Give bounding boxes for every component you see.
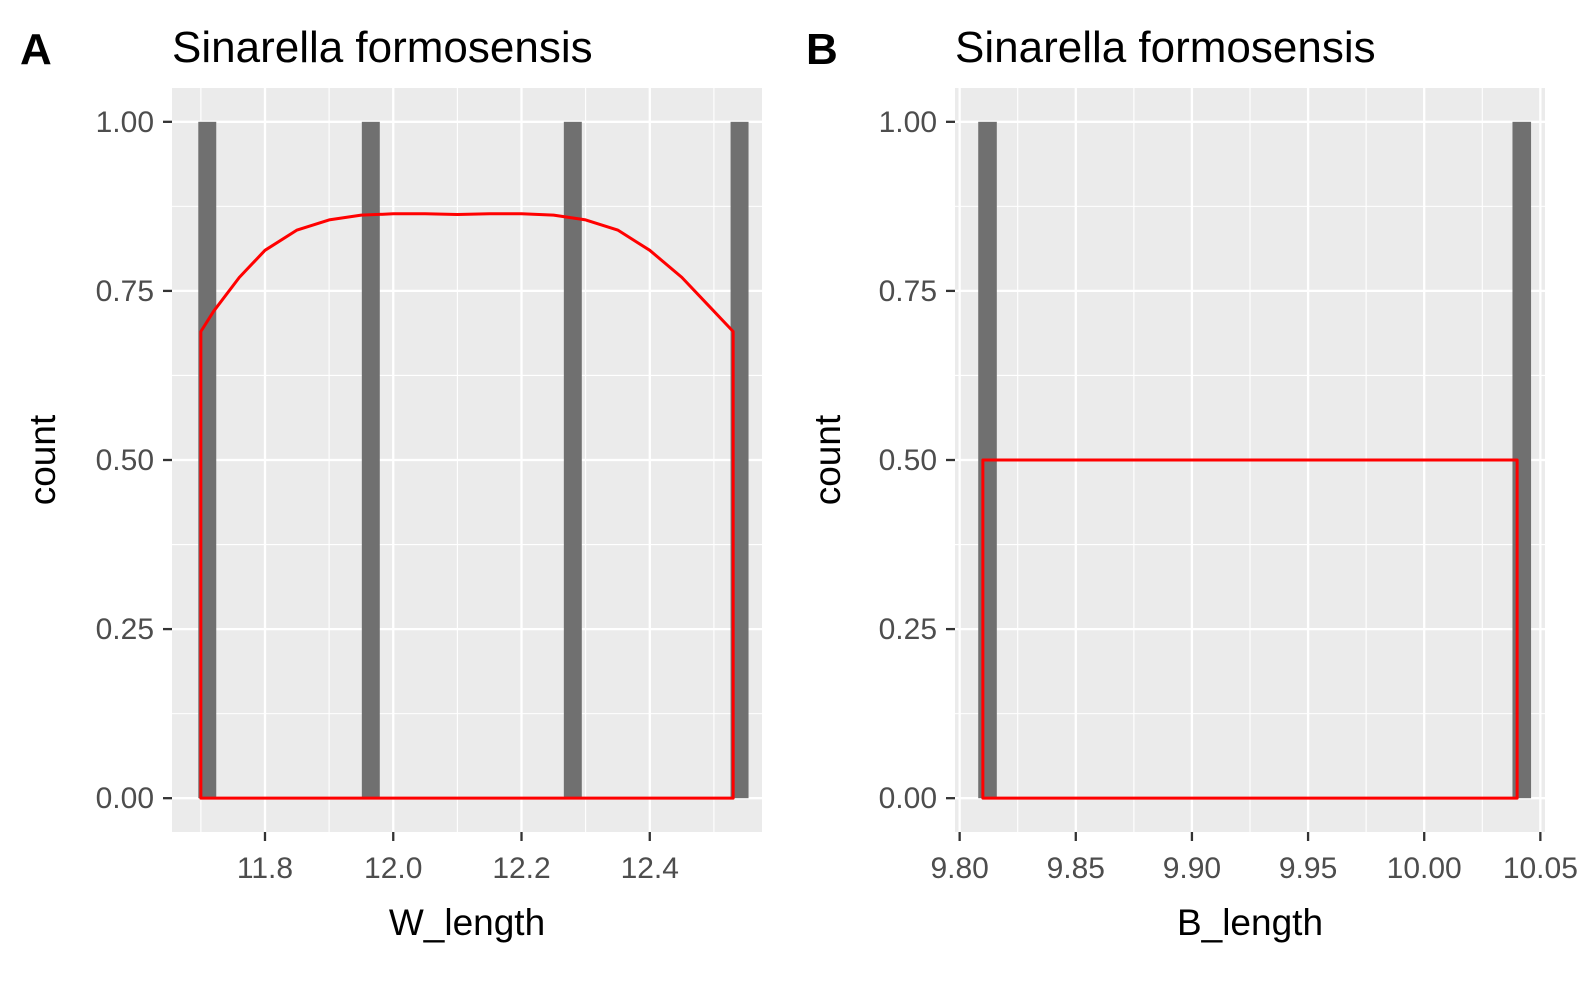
y-tick-label: 0.50 bbox=[96, 444, 154, 477]
histogram-bar bbox=[730, 121, 749, 799]
x-tick-label: 9.85 bbox=[1047, 852, 1105, 885]
y-tick-label: 0.00 bbox=[879, 782, 937, 815]
x-tick-label: 11.8 bbox=[237, 852, 293, 885]
density-line bbox=[981, 458, 1519, 800]
x-tick-label: 10.05 bbox=[1503, 852, 1578, 885]
x-tick-label: 12.2 bbox=[492, 852, 550, 885]
x-tick-label: 10.00 bbox=[1387, 852, 1462, 885]
x-axis-label: W_length bbox=[389, 902, 545, 943]
y-tick-label: 0.75 bbox=[96, 275, 154, 308]
histogram-bar bbox=[198, 121, 217, 799]
x-tick-label: 12.0 bbox=[364, 852, 422, 885]
chart-title: Sinarella formosensis bbox=[172, 23, 593, 72]
y-tick-label: 1.00 bbox=[96, 106, 154, 139]
panel-tag: A bbox=[20, 25, 52, 74]
y-tick-label: 0.50 bbox=[879, 444, 937, 477]
density-line bbox=[199, 212, 735, 800]
x-tick-label: 9.90 bbox=[1163, 852, 1221, 885]
x-tick-label: 12.4 bbox=[621, 852, 679, 885]
panel-b: 0.00 0.25 0.50 0.75 1.00 9.80 9.85 9.90 9.95 10.0… bbox=[806, 23, 1578, 943]
y-tick-label: 0.00 bbox=[96, 782, 154, 815]
y-tick-label: 0.25 bbox=[96, 613, 154, 646]
panel-tag: B bbox=[806, 25, 838, 74]
y-tick-label: 1.00 bbox=[879, 106, 937, 139]
y-axis-label: count bbox=[807, 414, 848, 505]
y-axis-label: count bbox=[22, 414, 63, 505]
x-tick-label: 9.80 bbox=[930, 852, 988, 885]
panel-a: 0.00 0.25 0.50 0.75 1.00 11.8 12.0 12.2 12.4 W_le… bbox=[20, 23, 762, 943]
chart-title: Sinarella formosensis bbox=[955, 23, 1376, 72]
y-tick-label: 0.75 bbox=[879, 275, 937, 308]
histogram-bar bbox=[563, 121, 582, 799]
x-axis-label: B_length bbox=[1177, 902, 1323, 943]
histogram-bar bbox=[361, 121, 380, 799]
y-tick-label: 0.25 bbox=[879, 613, 937, 646]
x-tick-label: 9.95 bbox=[1279, 852, 1337, 885]
